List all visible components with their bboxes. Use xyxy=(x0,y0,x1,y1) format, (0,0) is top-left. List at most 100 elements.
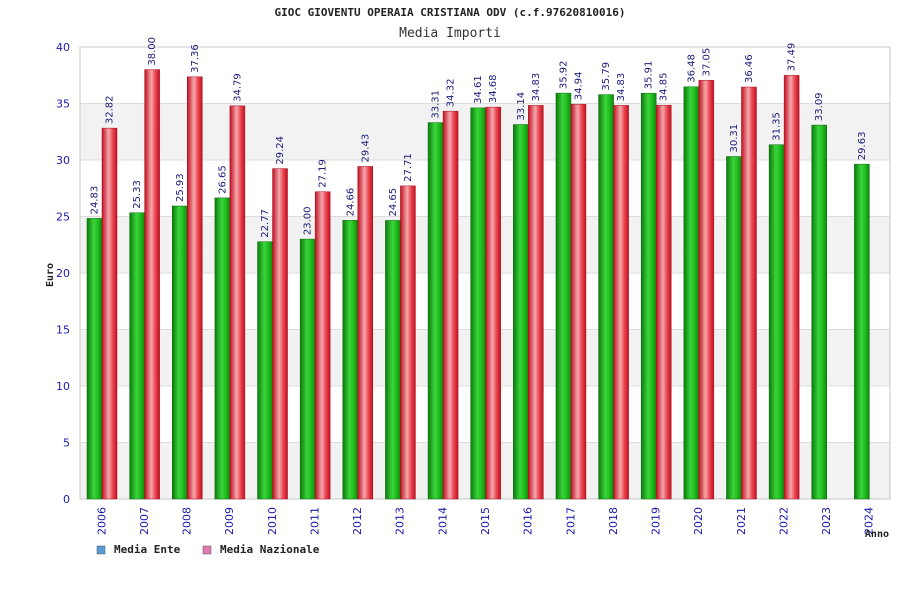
x-tick-label: 2006 xyxy=(95,507,108,535)
bar-media-ente xyxy=(726,156,742,500)
data-label: 26.65 xyxy=(217,165,228,194)
y-tick-label: 30 xyxy=(56,154,70,167)
x-tick-label: 2007 xyxy=(138,507,151,535)
data-label: 32.82 xyxy=(105,95,116,124)
bar-media-ente xyxy=(768,144,785,500)
legend-label-media-nazionale: Media Nazionale xyxy=(220,543,320,556)
data-label: 33.14 xyxy=(516,92,527,121)
bar-media-ente xyxy=(172,205,188,500)
data-label: 37.05 xyxy=(701,48,712,77)
x-tick-label: 2018 xyxy=(607,507,620,535)
bar-media-nazionale xyxy=(442,110,459,500)
x-tick-label: 2014 xyxy=(436,507,449,535)
x-tick-label: 2015 xyxy=(479,507,492,535)
y-tick-label: 40 xyxy=(56,41,70,54)
y-tick-label: 20 xyxy=(56,267,70,280)
bar-media-nazionale xyxy=(528,105,544,500)
data-label: 27.71 xyxy=(403,153,414,182)
x-axis-title: Anno xyxy=(865,529,889,540)
data-label: 34.85 xyxy=(659,73,670,102)
data-label: 34.61 xyxy=(473,75,484,104)
bar-media-ente xyxy=(385,220,401,500)
data-label: 38.00 xyxy=(147,37,158,66)
data-label: 36.48 xyxy=(686,54,697,83)
legend-swatch-media-ente xyxy=(96,545,106,555)
x-tick-label: 2022 xyxy=(777,507,790,535)
data-label: 34.94 xyxy=(573,72,584,101)
bar-media-ente xyxy=(811,124,827,500)
data-label: 34.83 xyxy=(616,73,627,102)
x-tick-label: 2021 xyxy=(735,507,748,535)
bar-media-ente xyxy=(299,238,316,500)
bar-media-nazionale xyxy=(570,103,587,500)
x-tick-label: 2008 xyxy=(181,507,194,535)
bar-media-ente xyxy=(257,241,273,500)
data-label: 24.66 xyxy=(345,188,356,217)
data-label: 34.32 xyxy=(446,79,457,108)
x-tick-label: 2010 xyxy=(266,507,279,535)
data-label: 34.68 xyxy=(488,74,499,103)
bar-media-nazionale xyxy=(698,80,715,500)
legend-label-media-ente: Media Ente xyxy=(114,543,181,556)
y-tick-label: 10 xyxy=(56,380,70,393)
bar-media-ente xyxy=(640,92,657,500)
bar-media-nazionale xyxy=(485,106,501,500)
data-label: 31.35 xyxy=(772,112,783,141)
data-label: 34.83 xyxy=(531,73,542,102)
bar-media-nazionale xyxy=(229,105,246,500)
x-tick-label: 2009 xyxy=(223,507,236,535)
y-tick-label: 35 xyxy=(56,98,70,111)
plot-area: 0 5 10 15 20 25 30 35 40 24.83 32.82 2006 25.33 38.00… xyxy=(56,37,891,535)
bar-media-nazionale xyxy=(783,75,800,500)
data-label: 35.92 xyxy=(558,60,569,89)
data-label: 25.33 xyxy=(132,180,143,209)
bar-media-ente xyxy=(555,92,572,500)
data-label: 37.49 xyxy=(787,43,798,72)
bar-media-ente xyxy=(342,220,359,500)
data-label: 37.36 xyxy=(190,44,201,73)
bar-media-nazionale xyxy=(655,104,672,500)
data-label: 30.31 xyxy=(729,124,740,153)
data-label: 29.24 xyxy=(275,136,286,165)
data-label: 24.83 xyxy=(90,186,101,215)
bar-media-nazionale xyxy=(187,76,203,500)
chart-subtitle: Media Importi xyxy=(399,26,501,41)
data-label: 27.19 xyxy=(318,159,329,188)
y-tick-label: 5 xyxy=(63,437,70,450)
bar-media-ente xyxy=(513,124,529,500)
bar-media-nazionale xyxy=(357,166,374,500)
y-tick-label: 15 xyxy=(56,324,70,337)
data-label: 23.00 xyxy=(303,206,314,235)
bar-media-nazionale xyxy=(613,105,629,500)
chart-title: GIOC GIOVENTU OPERAIA CRISTIANA ODV (c.f… xyxy=(275,6,626,19)
x-tick-label: 2020 xyxy=(692,507,705,535)
x-tick-label: 2024 xyxy=(863,507,876,535)
legend: Media Ente Media Nazionale xyxy=(96,543,320,556)
legend-swatch-media-nazionale xyxy=(202,545,212,555)
bar-media-nazionale xyxy=(400,185,416,500)
x-tick-label: 2023 xyxy=(820,507,833,535)
y-tick-label: 25 xyxy=(56,211,70,224)
data-label: 36.46 xyxy=(744,54,755,83)
bar-media-nazionale xyxy=(101,127,118,500)
data-label: 33.09 xyxy=(814,92,825,121)
x-tick-label: 2017 xyxy=(564,507,577,535)
bar-media-ente xyxy=(683,86,700,500)
data-label: 22.77 xyxy=(260,209,271,238)
bar-media-ente xyxy=(470,107,486,500)
bar-media-ente xyxy=(854,163,870,500)
bar-media-nazionale xyxy=(272,168,288,500)
bar-media-ente xyxy=(598,94,614,500)
y-tick-label: 0 xyxy=(63,493,70,506)
data-label: 25.93 xyxy=(175,173,186,202)
x-tick-label: 2016 xyxy=(522,507,535,535)
bar-media-ente xyxy=(427,122,444,500)
bar-media-ente xyxy=(214,197,231,500)
bar-media-ente xyxy=(129,212,145,500)
data-label: 34.79 xyxy=(232,73,243,102)
bar-media-nazionale xyxy=(144,69,160,500)
bar-media-nazionale xyxy=(314,191,331,500)
data-label: 24.65 xyxy=(388,188,399,217)
data-label: 35.91 xyxy=(644,61,655,90)
